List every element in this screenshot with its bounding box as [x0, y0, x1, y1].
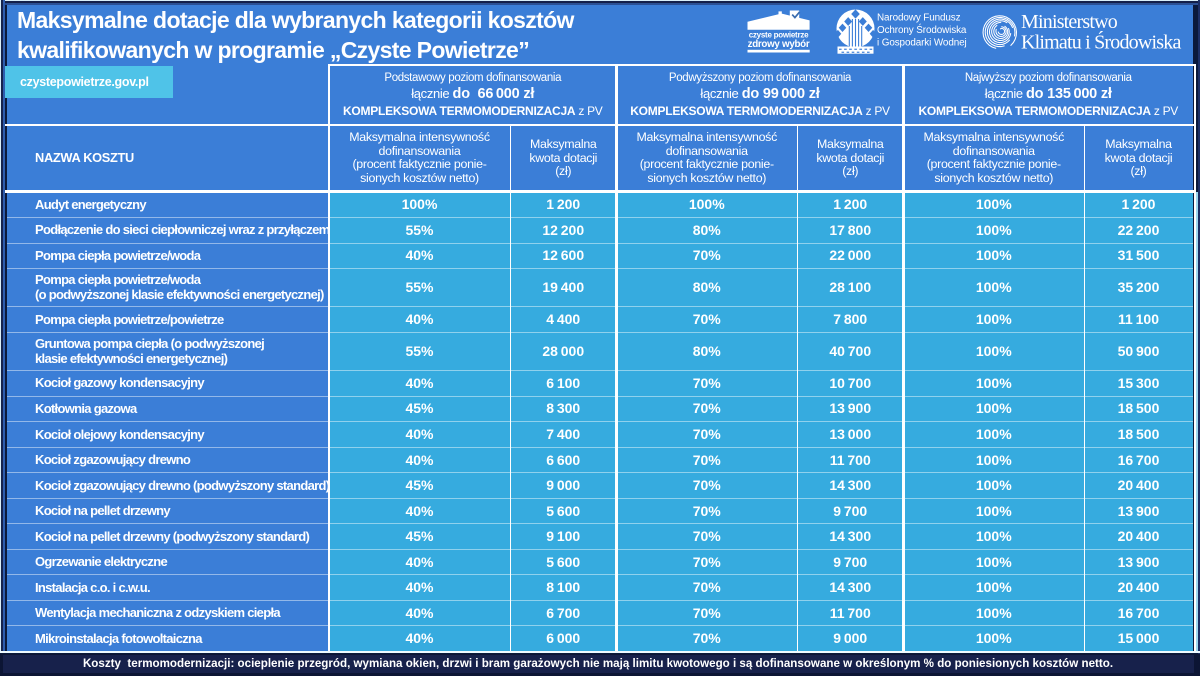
- svg-text:czyste powietrze: czyste powietrze: [749, 30, 809, 39]
- svg-text:i Gospodarki Wodnej: i Gospodarki Wodnej: [877, 38, 967, 49]
- svg-text:Ministerstwo: Ministerstwo: [1021, 11, 1118, 33]
- svg-text:Ochrony Środowiska: Ochrony Środowiska: [877, 24, 967, 36]
- svg-text:Klimatu i Środowiska: Klimatu i Środowiska: [1021, 30, 1181, 54]
- svg-text:Narodowy Fundusz: Narodowy Fundusz: [877, 13, 961, 24]
- svg-text:zdrowy wybór: zdrowy wybór: [748, 39, 810, 50]
